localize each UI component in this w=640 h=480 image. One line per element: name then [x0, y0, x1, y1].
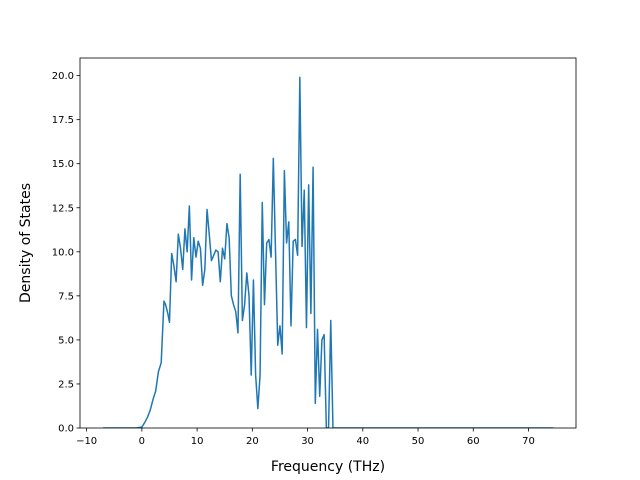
x-axis-label: Frequency (THz) [271, 459, 385, 475]
x-tick-label: 20 [246, 436, 259, 447]
y-tick-label: 17.5 [52, 115, 74, 126]
plot-frame [79, 57, 577, 429]
x-tick-label: 50 [412, 436, 425, 447]
x-tick-label: −10 [76, 436, 97, 447]
y-tick-label: 7.5 [58, 291, 74, 302]
x-tick-label: 70 [522, 436, 535, 447]
x-tick-label: 30 [301, 436, 314, 447]
dos-series-line [103, 76, 554, 428]
x-tick-label: 0 [139, 436, 145, 447]
x-tick-label: 10 [191, 436, 204, 447]
x-tick-label: 40 [356, 436, 369, 447]
y-tick-label: 10.0 [52, 247, 74, 258]
y-tick-label: 5.0 [58, 335, 74, 346]
y-axis-label: Density of States [18, 183, 34, 303]
y-tick-label: 15.0 [52, 159, 74, 170]
x-tick-label: 60 [467, 436, 480, 447]
y-tick-label: 0.0 [58, 424, 74, 435]
y-tick-label: 12.5 [52, 203, 74, 214]
y-tick-label: 20.0 [52, 71, 74, 82]
y-tick-label: 2.5 [58, 379, 74, 390]
